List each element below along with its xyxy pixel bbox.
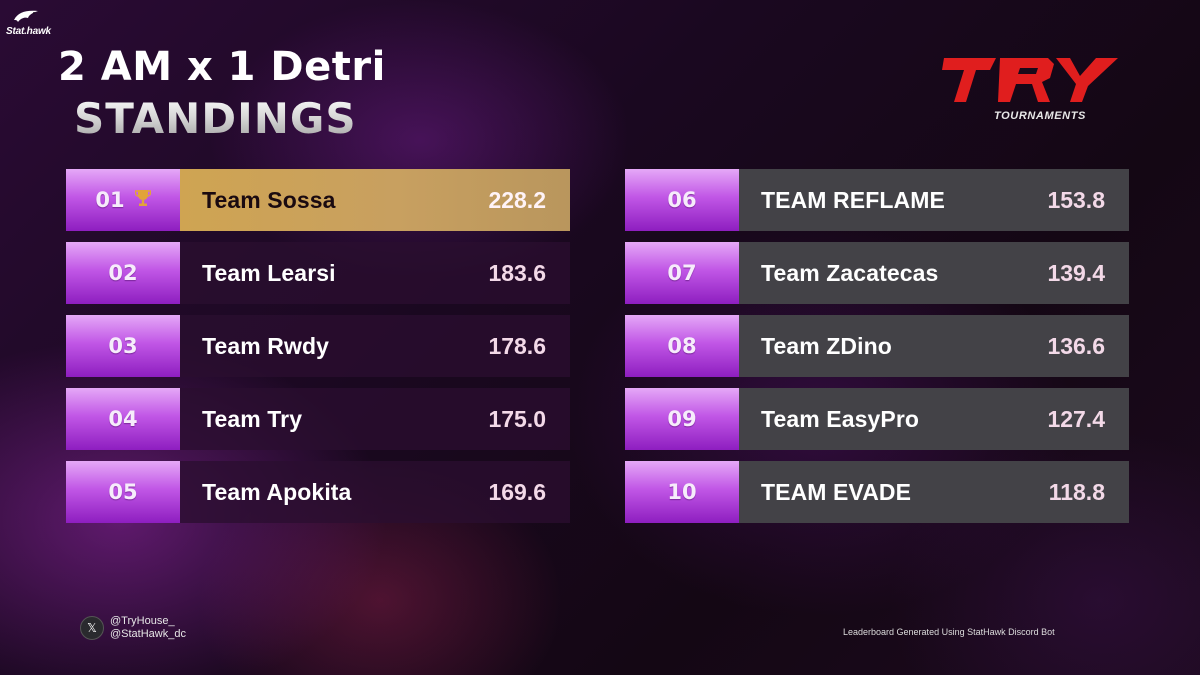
team-name: Team Rwdy [202, 332, 330, 359]
rank-number: 02 [108, 261, 138, 285]
team-score: 183.6 [488, 259, 546, 286]
team-bar: Team Sossa 228.2 [180, 169, 570, 231]
page-subtitle: STANDINGS [74, 94, 357, 143]
standings-row: 02 Team Learsi 183.6 [66, 242, 570, 304]
rank-number: 01 [95, 188, 125, 212]
team-name: Team Apokita [202, 478, 352, 505]
rank-cell: 08 [625, 315, 739, 377]
standings-row: 09 Team EasyPro 127.4 [625, 388, 1129, 450]
page-title: 2 AM x 1 Detri [58, 44, 386, 90]
rank-cell: 01 [66, 169, 180, 231]
team-bar: Team Zacatecas 139.4 [739, 242, 1129, 304]
logo-tagline: TOURNAMENTS [994, 110, 1086, 122]
stathawk-brand: Stat.hawk [6, 8, 51, 37]
rank-cell: 04 [66, 388, 180, 450]
team-score: 139.4 [1047, 259, 1105, 286]
trophy-icon [134, 188, 151, 212]
team-score: 178.6 [488, 332, 546, 359]
team-score: 127.4 [1047, 405, 1105, 432]
x-icon: 𝕏 [80, 616, 104, 640]
team-bar: Team Rwdy 178.6 [180, 315, 570, 377]
rank-number: 07 [667, 261, 697, 285]
standings-row: 10 TEAM EVADE 118.8 [625, 461, 1129, 523]
team-name: Team Try [202, 405, 303, 432]
standings-row: 01 Team Sossa 228.2 [66, 169, 570, 231]
rank-number: 03 [108, 334, 138, 358]
team-bar: TEAM EVADE 118.8 [739, 461, 1129, 523]
handle-stathawk: @StatHawk_dc [110, 628, 186, 640]
hawk-icon [14, 10, 38, 22]
team-score: 175.0 [488, 405, 546, 432]
team-score: 153.8 [1047, 186, 1105, 213]
standings-row: 04 Team Try 175.0 [66, 388, 570, 450]
team-score: 169.6 [488, 478, 546, 505]
team-name: TEAM REFLAME [761, 186, 945, 213]
rank-number: 08 [667, 334, 697, 358]
try-tournaments-logo: TOURNAMENTS [938, 52, 1124, 128]
rank-number: 04 [108, 407, 138, 431]
standings-right-column: 06 TEAM REFLAME 153.8 07 Team Zacatecas … [625, 169, 1129, 534]
standings-row: 06 TEAM REFLAME 153.8 [625, 169, 1129, 231]
rank-cell: 07 [625, 242, 739, 304]
rank-number: 06 [667, 188, 697, 212]
standings-left-column: 01 Team Sossa 228.2 02 Team Learsi 183.6… [66, 169, 570, 534]
rank-cell: 05 [66, 461, 180, 523]
team-bar: Team EasyPro 127.4 [739, 388, 1129, 450]
team-name: Team Sossa [202, 186, 336, 213]
handles-text: @TryHouse_ @StatHawk_dc [110, 615, 186, 641]
team-name: Team ZDino [761, 332, 892, 359]
rank-cell: 03 [66, 315, 180, 377]
team-bar: Team Try 175.0 [180, 388, 570, 450]
team-name: Team Learsi [202, 259, 336, 286]
team-score: 136.6 [1047, 332, 1105, 359]
standings-row: 05 Team Apokita 169.6 [66, 461, 570, 523]
team-bar: TEAM REFLAME 153.8 [739, 169, 1129, 231]
team-bar: Team ZDino 136.6 [739, 315, 1129, 377]
team-bar: Team Apokita 169.6 [180, 461, 570, 523]
standings-row: 03 Team Rwdy 178.6 [66, 315, 570, 377]
rank-number: 05 [108, 480, 138, 504]
team-name: TEAM EVADE [761, 478, 912, 505]
rank-number: 10 [667, 480, 697, 504]
team-name: Team Zacatecas [761, 259, 939, 286]
handle-tryhouse: @TryHouse_ [110, 615, 175, 627]
social-handles: 𝕏 @TryHouse_ @StatHawk_dc [80, 615, 186, 641]
credit-text: Leaderboard Generated Using StatHawk Dis… [843, 627, 1055, 637]
try-logo-mark [942, 58, 1118, 102]
team-score: 228.2 [488, 186, 546, 213]
rank-cell: 09 [625, 388, 739, 450]
team-score: 118.8 [1048, 478, 1105, 505]
standings-row: 08 Team ZDino 136.6 [625, 315, 1129, 377]
rank-cell: 02 [66, 242, 180, 304]
rank-cell: 06 [625, 169, 739, 231]
rank-number: 09 [667, 407, 697, 431]
team-name: Team EasyPro [761, 405, 920, 432]
team-bar: Team Learsi 183.6 [180, 242, 570, 304]
rank-cell: 10 [625, 461, 739, 523]
standings-row: 07 Team Zacatecas 139.4 [625, 242, 1129, 304]
brand-label: Stat.hawk [6, 26, 51, 37]
